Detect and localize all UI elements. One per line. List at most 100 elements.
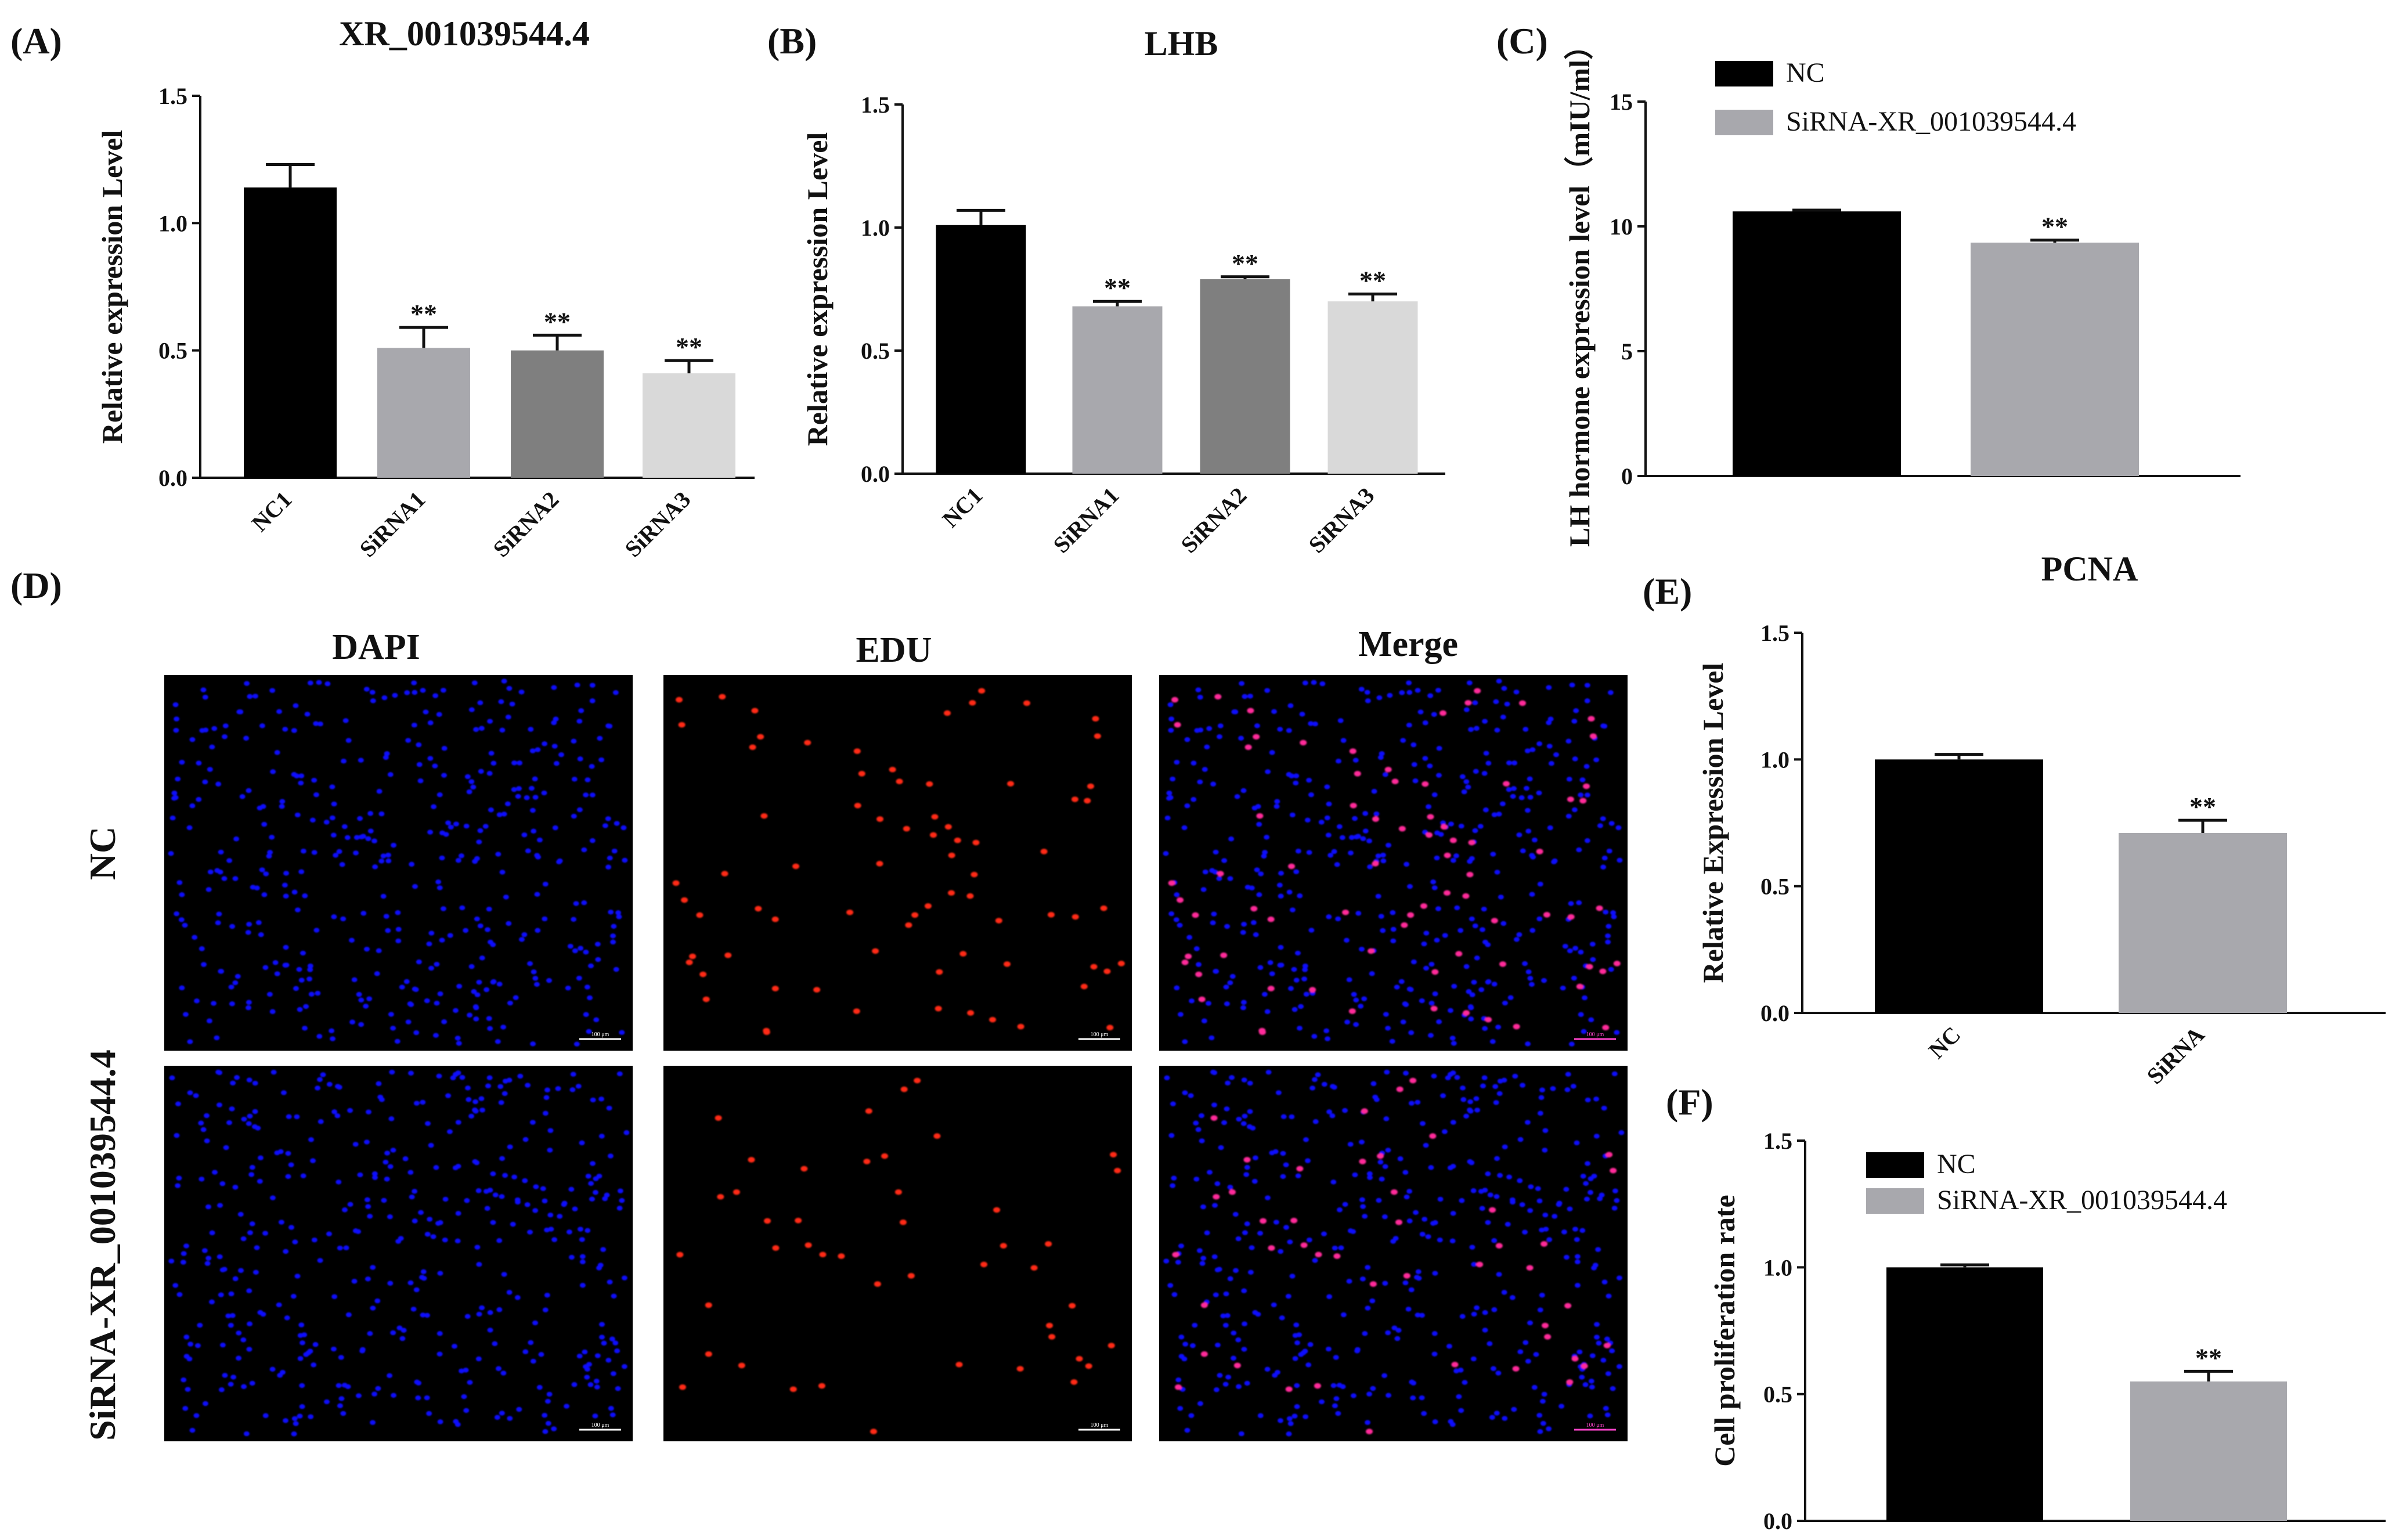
edu-nucleus — [1579, 798, 1587, 804]
nucleus — [1536, 916, 1543, 922]
edu-nucleus — [896, 778, 903, 785]
nucleus — [310, 1158, 316, 1163]
nucleus — [312, 1342, 319, 1347]
nucleus — [1542, 1212, 1549, 1218]
nucleus — [590, 1161, 596, 1166]
bar-sirna3 — [1327, 301, 1418, 474]
nucleus — [228, 1382, 234, 1387]
nucleus — [182, 922, 188, 928]
edu-nucleus — [1296, 1166, 1304, 1172]
nucleus — [1520, 1083, 1526, 1088]
edu-nucleus — [1069, 1303, 1076, 1309]
nucleus — [1201, 1018, 1207, 1023]
nucleus — [1589, 1384, 1595, 1390]
nucleus — [572, 948, 578, 954]
nucleus — [1399, 690, 1405, 695]
nucleus — [1167, 702, 1174, 708]
nucleus — [1450, 1070, 1456, 1076]
nucleus — [542, 1110, 549, 1116]
nucleus — [1435, 687, 1441, 693]
chart-title: XR_001039544.4 — [339, 15, 590, 53]
nucleus — [1362, 1331, 1368, 1336]
nucleus — [436, 1351, 443, 1357]
nucleus — [181, 1251, 187, 1256]
nucleus — [496, 1238, 503, 1243]
nucleus — [308, 991, 315, 997]
nucleus — [1240, 1000, 1247, 1005]
nucleus — [205, 1204, 211, 1210]
nucleus — [1247, 694, 1253, 699]
edu-nucleus — [1110, 1152, 1117, 1157]
nucleus — [1495, 1371, 1502, 1376]
nucleus — [1348, 850, 1354, 856]
nucleus — [490, 979, 497, 984]
edu-nucleus — [1071, 796, 1078, 802]
nucleus — [1289, 812, 1296, 818]
nucleus — [1436, 1019, 1442, 1025]
nucleus — [1453, 853, 1459, 859]
nucleus — [607, 1279, 613, 1285]
nucleus — [238, 1268, 244, 1273]
nucleus — [553, 760, 560, 766]
nucleus — [1238, 735, 1244, 741]
nucleus — [579, 1259, 586, 1265]
nucleus — [1186, 935, 1193, 940]
nucleus — [1330, 1383, 1337, 1388]
nucleus — [1463, 1113, 1470, 1119]
edu-nucleus — [717, 1193, 724, 1200]
nucleus — [1227, 980, 1233, 986]
nucleus — [1564, 1087, 1571, 1092]
nucleus — [1167, 795, 1174, 800]
bar-sirna2 — [1200, 279, 1290, 474]
nucleus — [1258, 871, 1264, 877]
nucleus — [387, 1281, 394, 1286]
nucleus — [1385, 1148, 1391, 1153]
nucleus — [1346, 977, 1352, 983]
nucleus — [1527, 976, 1534, 981]
nucleus — [1273, 804, 1280, 809]
nucleus — [1531, 1384, 1538, 1390]
nucleus — [252, 1109, 258, 1115]
nucleus — [1312, 722, 1318, 727]
nucleus — [339, 862, 345, 867]
nucleus — [606, 1105, 612, 1111]
nucleus — [1178, 1243, 1185, 1249]
nucleus — [1560, 985, 1566, 991]
nucleus — [344, 835, 351, 841]
nucleus — [1189, 998, 1195, 1004]
edu-nucleus — [1267, 986, 1275, 991]
nucleus — [296, 966, 302, 972]
nucleus — [1576, 1349, 1583, 1355]
nucleus — [1527, 1320, 1534, 1326]
nucleus — [1538, 1095, 1545, 1100]
nucleus — [1227, 876, 1233, 881]
nucleus — [1419, 1312, 1425, 1318]
nucleus — [1571, 807, 1578, 813]
nucleus — [1257, 965, 1264, 971]
micrograph-background — [663, 675, 1132, 1051]
edu-nucleus — [1168, 880, 1175, 886]
y-axis-title: Relative Expression Level — [1697, 662, 1729, 983]
nucleus — [390, 1148, 396, 1153]
edu-nucleus — [748, 1157, 755, 1163]
nucleus — [1386, 842, 1392, 848]
nucleus — [1422, 756, 1428, 761]
nucleus — [568, 1186, 575, 1192]
nucleus — [331, 801, 337, 807]
nucleus — [1257, 1413, 1264, 1418]
nucleus — [371, 1171, 378, 1177]
nucleus — [1287, 1239, 1293, 1245]
nucleus — [1453, 1368, 1460, 1373]
nucleus — [200, 687, 207, 693]
nucleus — [551, 685, 557, 690]
nucleus — [1459, 1314, 1466, 1319]
nucleus — [1315, 1072, 1321, 1077]
nucleus — [1415, 1269, 1422, 1274]
nucleus — [436, 1331, 443, 1336]
nucleus — [360, 911, 367, 916]
nucleus — [1578, 1012, 1584, 1017]
nucleus — [1457, 1368, 1464, 1373]
significance-marker: ** — [544, 306, 571, 336]
nucleus — [569, 1087, 576, 1092]
